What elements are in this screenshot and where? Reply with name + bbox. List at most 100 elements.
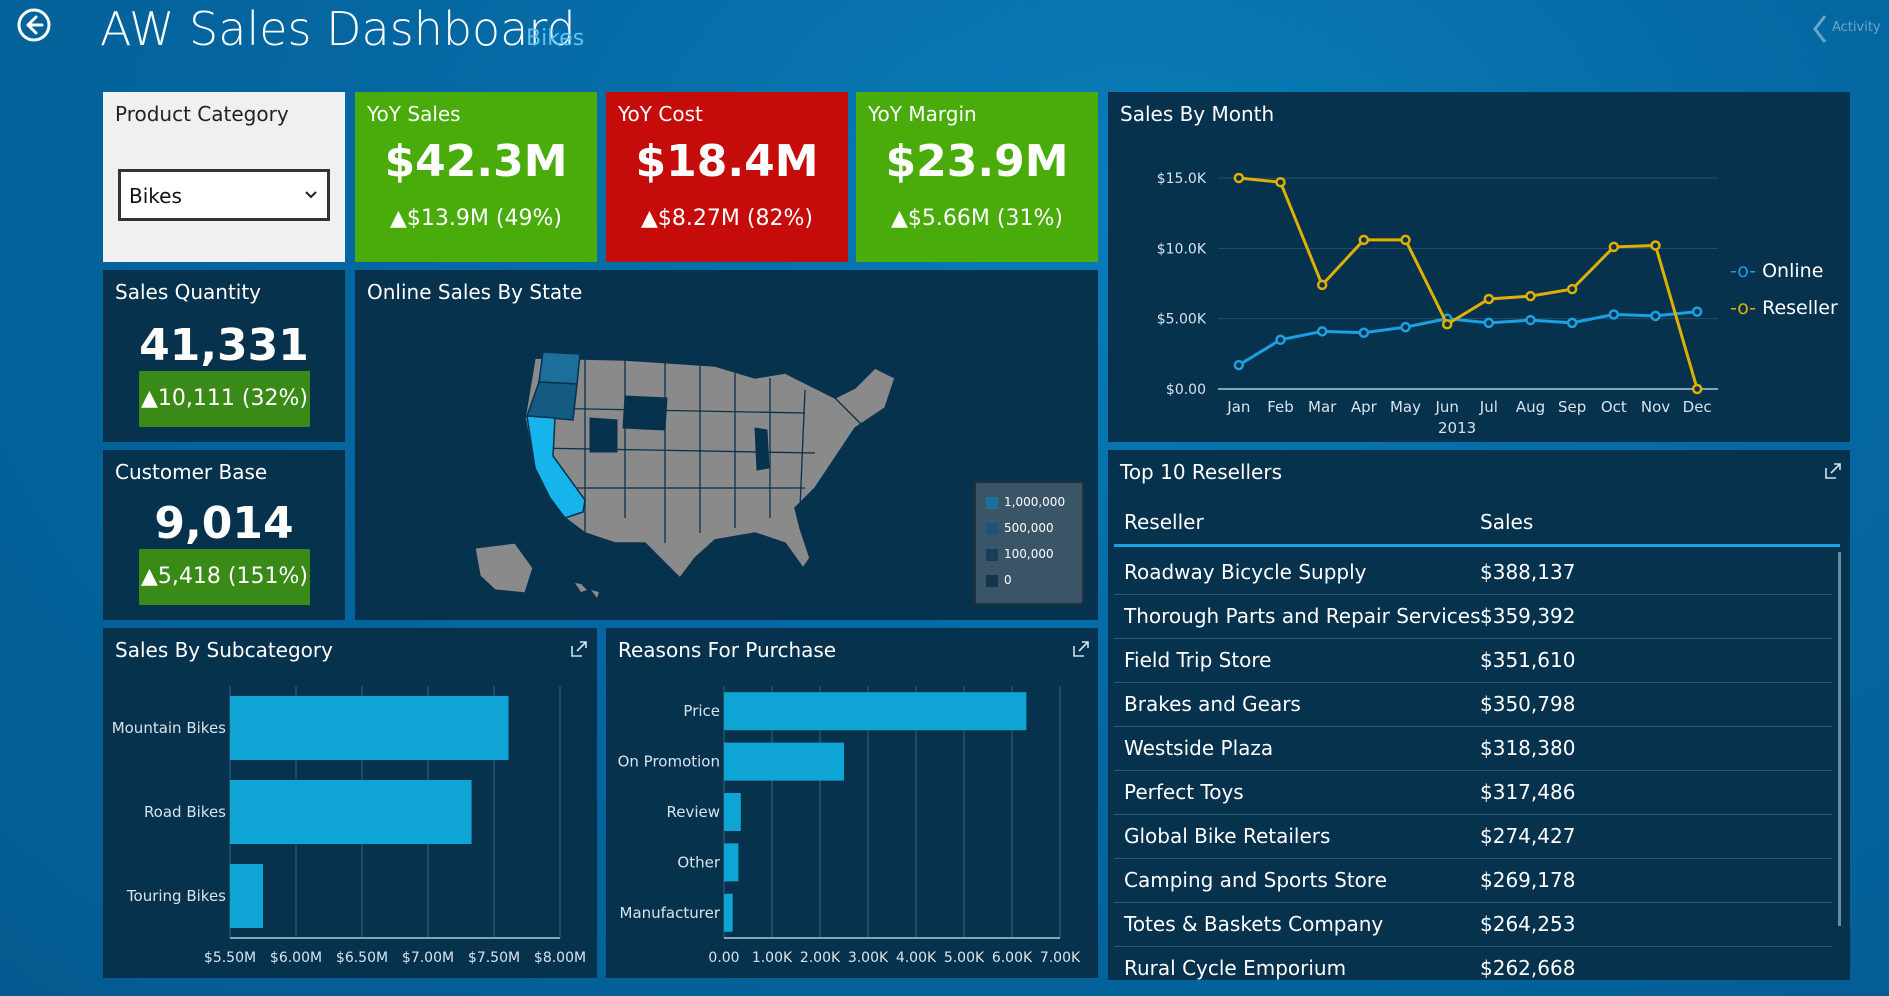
activity-label: Activity <box>1832 20 1881 35</box>
data-point-reseller[interactable] <box>1400 234 1411 246</box>
x-tick-label: Jul <box>1479 398 1498 416</box>
map-state-california <box>526 415 586 519</box>
data-point-reseller[interactable] <box>1483 293 1495 305</box>
table-row[interactable]: Totes & Baskets Company $264,253 <box>1114 902 1832 947</box>
map-state-georgia <box>814 487 838 519</box>
yoy-sales-title: YoY Sales <box>367 102 461 126</box>
legend-label: 500,000 <box>1004 521 1054 535</box>
sales-by-month-chart: $0.00 $5.00K $10.0K $15.0K Jan Feb Mar Apr May Ju… <box>1157 171 1718 416</box>
expand-icon[interactable] <box>1072 640 1090 658</box>
sales-quantity-badge: ▲10,111 (32%) <box>139 371 310 427</box>
online-sales-by-state-tile[interactable]: Online Sales By State 1,000,000 500,000 … <box>355 270 1098 620</box>
data-point-online[interactable] <box>1525 314 1536 326</box>
data-point-online[interactable] <box>1650 310 1661 322</box>
x-tick-label: $5.50M <box>204 950 256 966</box>
x-tick-label: Oct <box>1601 398 1627 416</box>
table-row[interactable]: Roadway Bicycle Supply $388,137 <box>1114 550 1832 595</box>
data-point-online[interactable] <box>1566 317 1578 329</box>
expand-icon[interactable] <box>1824 462 1842 480</box>
sales-by-month-title: Sales By Month <box>1120 102 1275 126</box>
yoy-margin-tile[interactable]: YoY Margin $23.9M ▲$5.66M (31%) <box>856 92 1098 262</box>
legend-item: 500,000 <box>986 521 1054 535</box>
activity-button[interactable]: Activity <box>1812 14 1886 44</box>
table-row[interactable]: Westside Plaza $318,380 <box>1114 726 1832 771</box>
reasons-for-purchase-tile[interactable]: Reasons For Purchase 0.00 1.00K 2.00K 3.00K… <box>606 628 1098 978</box>
data-point-online[interactable] <box>1233 359 1245 371</box>
legend-item: 1,000,000 <box>986 495 1065 509</box>
data-point-online[interactable] <box>1275 334 1286 346</box>
legend-item: 0 <box>986 573 1012 587</box>
reseller-sales: $264,253 <box>1480 912 1576 936</box>
table-row[interactable]: Thorough Parts and Repair Services $359,3… <box>1114 594 1832 639</box>
sales-by-subcategory-tile[interactable]: Sales By Subcategory $5.50M $6.00M $6.50M $… <box>103 628 597 978</box>
table-row[interactable]: Camping and Sports Store $269,178 <box>1114 858 1832 903</box>
data-point-reseller[interactable] <box>1441 319 1453 330</box>
x-tick-label: 1.00K <box>752 950 793 966</box>
bar[interactable] <box>230 864 263 928</box>
page-title: AW Sales Dashboard <box>100 2 576 56</box>
expand-icon[interactable] <box>570 640 588 658</box>
reseller-sales: $269,178 <box>1480 868 1576 892</box>
product-category-select[interactable]: Bikes <box>118 169 330 221</box>
table-row[interactable]: Perfect Toys $317,486 <box>1114 770 1832 815</box>
us-map <box>474 351 896 598</box>
table-row[interactable]: Brakes and Gears $350,798 <box>1114 682 1832 727</box>
customer-base-tile[interactable]: Customer Base 9,014 ▲5,418 (151%) <box>103 450 345 620</box>
series-line-online <box>1238 310 1698 367</box>
data-point-online[interactable] <box>1691 306 1703 317</box>
legend-swatch <box>986 574 998 587</box>
data-point-online[interactable] <box>1400 321 1411 333</box>
data-point-reseller[interactable] <box>1608 241 1620 253</box>
y-tick-label: $5.00K <box>1157 312 1207 328</box>
reseller-sales: $351,610 <box>1480 648 1576 672</box>
top-resellers-tile[interactable]: Top 10 Resellers Reseller Sales Roadway … <box>1108 450 1850 980</box>
data-point-reseller[interactable] <box>1650 240 1661 251</box>
sales-by-month-tile[interactable]: Sales By Month $0.00 $5.00K $10.0K $15.0K Ja… <box>1108 92 1850 442</box>
bar[interactable] <box>230 696 509 760</box>
table-row[interactable]: Global Bike Retailers $274,427 <box>1114 814 1832 859</box>
col-sales-header[interactable]: Sales <box>1480 510 1534 534</box>
bar[interactable] <box>724 742 844 781</box>
top-resellers-title: Top 10 Resellers <box>1120 460 1283 484</box>
sales-quantity-tile[interactable]: Sales Quantity 41,331 ▲10,111 (32%) <box>103 270 345 442</box>
data-point-reseller[interactable] <box>1525 290 1536 302</box>
data-point-online[interactable] <box>1358 327 1370 338</box>
category-label: Road Bikes <box>144 803 226 821</box>
bar[interactable] <box>724 692 1027 731</box>
legend-reseller-marker: -o- <box>1730 297 1757 319</box>
data-point-reseller[interactable] <box>1691 383 1703 395</box>
bar[interactable] <box>230 780 472 844</box>
data-point-reseller[interactable] <box>1275 176 1286 188</box>
category-label: Touring Bikes <box>126 887 226 905</box>
map-state-alaska <box>474 542 534 594</box>
bar[interactable] <box>724 893 733 932</box>
x-tick-label: Aug <box>1516 398 1545 416</box>
product-category-title: Product Category <box>115 102 289 126</box>
data-point-reseller[interactable] <box>1233 172 1245 184</box>
reseller-sales: $274,427 <box>1480 824 1576 848</box>
product-category-value: Bikes <box>129 184 182 208</box>
data-point-reseller[interactable] <box>1358 234 1370 246</box>
yoy-cost-tile[interactable]: YoY Cost $18.4M ▲$8.27M (82%) <box>606 92 848 262</box>
x-tick-label: $6.00M <box>270 950 322 966</box>
reseller-name: Perfect Toys <box>1124 780 1244 804</box>
bar[interactable] <box>724 793 741 831</box>
back-arrow-icon <box>17 8 51 42</box>
bar[interactable] <box>724 843 739 882</box>
data-point-reseller[interactable] <box>1566 283 1578 295</box>
back-button[interactable] <box>17 8 51 42</box>
table-header: Reseller Sales <box>1114 496 1840 547</box>
y-tick-label: $10.0K <box>1157 241 1207 257</box>
x-tick-label: $6.50M <box>336 950 388 966</box>
legend-reseller-label: Reseller <box>1762 297 1838 319</box>
data-point-online[interactable] <box>1316 326 1328 337</box>
col-reseller-header[interactable]: Reseller <box>1124 510 1204 534</box>
scrollbar[interactable] <box>1838 552 1841 926</box>
yoy-sales-tile[interactable]: YoY Sales $42.3M ▲$13.9M (49%) <box>355 92 597 262</box>
table-row[interactable]: Rural Cycle Emporium $262,668 <box>1114 946 1832 980</box>
table-row[interactable]: Field Trip Store $351,610 <box>1114 638 1832 683</box>
data-point-online[interactable] <box>1608 309 1620 320</box>
series-line-reseller <box>1238 176 1699 390</box>
data-point-online[interactable] <box>1483 317 1495 329</box>
data-point-reseller[interactable] <box>1316 279 1328 291</box>
